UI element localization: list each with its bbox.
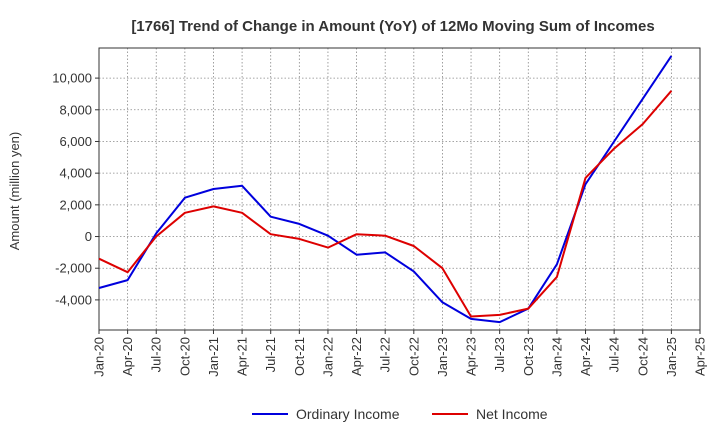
y-axis-label: Amount (million yen) bbox=[7, 132, 22, 251]
x-tick-labels: Jan-20 Apr-20 Jul-20 Oct-20 Jan-21 Apr-21 Jul-… bbox=[92, 337, 708, 377]
y-tick-labels: -4,000 -2,000 0 2,000 4,000 6,000 8,000 10,000 bbox=[52, 71, 92, 308]
series-lines bbox=[98, 55, 673, 324]
y-tick-label: -4,000 bbox=[55, 292, 92, 307]
x-tick-label: Jul-20 bbox=[149, 337, 164, 372]
x-tick-label: Jul-22 bbox=[378, 337, 393, 372]
y-tick-label: 10,000 bbox=[52, 71, 92, 86]
x-tick-label: Apr-23 bbox=[464, 337, 479, 376]
x-tick-label: Oct-22 bbox=[406, 337, 421, 376]
x-tick-label: Apr-21 bbox=[235, 337, 250, 376]
legend-label-ordinary-income: Ordinary Income bbox=[296, 406, 400, 422]
x-tick-label: Jul-23 bbox=[492, 337, 507, 372]
x-tick-label: Jan-22 bbox=[320, 337, 335, 377]
series-line-net-income bbox=[98, 90, 673, 318]
axes bbox=[95, 47, 701, 334]
x-tick-label: Apr-24 bbox=[578, 337, 593, 376]
x-tick-label: Oct-23 bbox=[521, 337, 536, 376]
x-tick-label: Jan-23 bbox=[435, 337, 450, 377]
x-tick-label: Oct-24 bbox=[635, 337, 650, 376]
y-tick-label: 8,000 bbox=[59, 102, 92, 117]
x-tick-label: Jan-21 bbox=[206, 337, 221, 377]
y-tick-label: 2,000 bbox=[59, 197, 92, 212]
y-tick-label: 0 bbox=[85, 229, 92, 244]
x-tick-label: Apr-25 bbox=[693, 337, 708, 376]
x-tick-label: Apr-20 bbox=[120, 337, 135, 376]
chart-title: [1766] Trend of Change in Amount (YoY) o… bbox=[131, 18, 654, 35]
grid-lines bbox=[99, 48, 700, 330]
x-tick-label: Apr-22 bbox=[349, 337, 364, 376]
x-tick-label: Jan-25 bbox=[664, 337, 679, 377]
legend-label-net-income: Net Income bbox=[476, 406, 548, 422]
x-tick-label: Jan-24 bbox=[549, 337, 564, 377]
y-tick-label: -2,000 bbox=[55, 261, 92, 276]
y-tick-label: 4,000 bbox=[59, 166, 92, 181]
x-tick-label: Jan-20 bbox=[92, 337, 107, 377]
x-tick-label: Oct-21 bbox=[292, 337, 307, 376]
x-tick-label: Jul-21 bbox=[263, 337, 278, 372]
legend: Ordinary Income Net Income bbox=[252, 406, 548, 422]
plot-frame bbox=[98, 47, 701, 331]
y-tick-label: 6,000 bbox=[59, 134, 92, 149]
x-tick-label: Oct-20 bbox=[177, 337, 192, 376]
x-tick-label: Jul-24 bbox=[607, 337, 622, 372]
